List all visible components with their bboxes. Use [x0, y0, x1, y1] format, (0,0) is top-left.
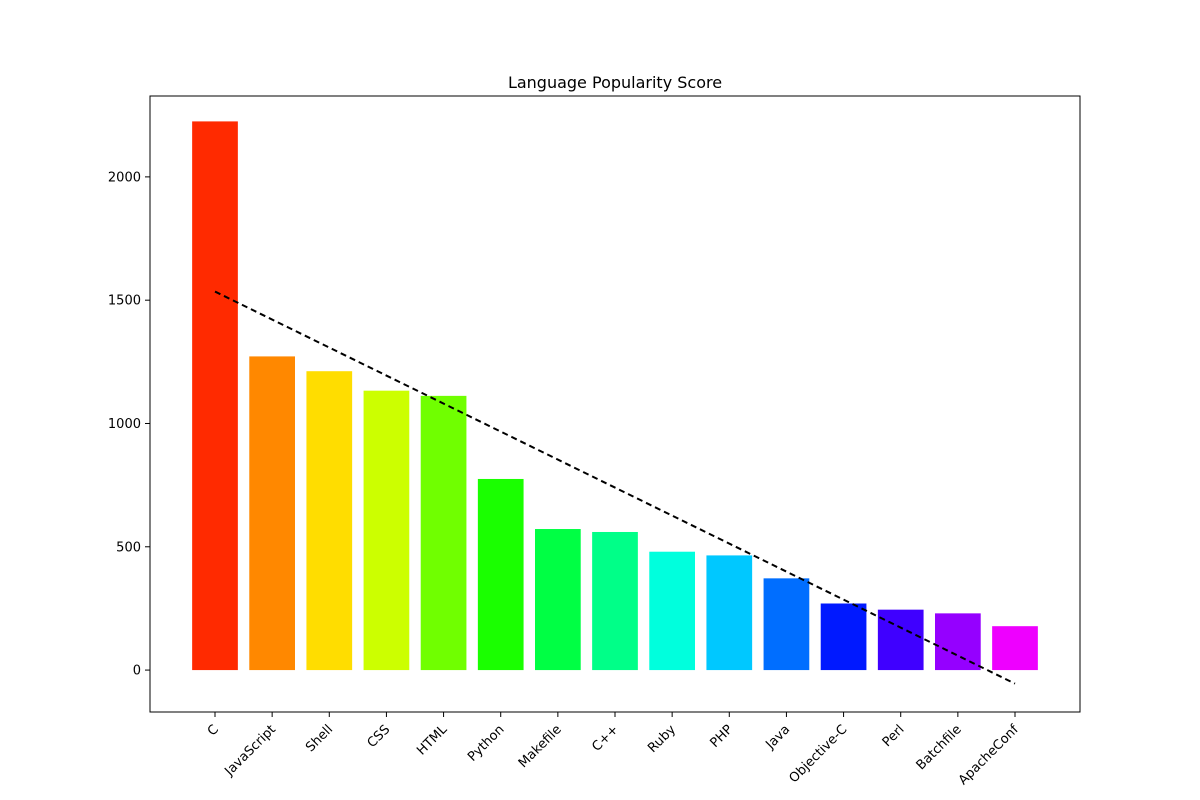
- x-tick-label: C++: [589, 722, 621, 754]
- trendline: [214, 290, 1016, 685]
- x-tick-label: Python: [465, 722, 507, 764]
- x-tick-label: Makefile: [516, 722, 565, 771]
- y-tick-label: 500: [116, 540, 141, 555]
- bar-batchfile: [935, 613, 981, 671]
- bar-html: [420, 395, 467, 671]
- bar-shell: [306, 371, 353, 671]
- y-axis: 0 500 1000 1500 2000: [108, 170, 150, 679]
- x-tick-label: ApacheConf: [956, 722, 1022, 788]
- y-tick-label: 1500: [108, 294, 141, 309]
- x-tick-label: Perl: [880, 722, 908, 750]
- x-tick-label: HTML: [414, 722, 451, 759]
- bar-javascript: [249, 356, 295, 671]
- x-tick-label: C: [205, 722, 222, 739]
- x-tick-label: Java: [763, 722, 794, 753]
- bar-apacheconf: [992, 626, 1038, 671]
- bar-perl: [877, 609, 924, 671]
- x-tick-label: Objective-C: [786, 722, 850, 786]
- y-tick-label: 2000: [108, 170, 141, 185]
- bar-css: [363, 390, 410, 671]
- bar-python: [477, 478, 524, 671]
- chart-title: Language Popularity Score: [508, 73, 722, 92]
- bar-c: [192, 121, 238, 671]
- bar-ruby: [649, 551, 695, 671]
- bars-group: [192, 121, 1038, 671]
- y-tick-label: 0: [133, 664, 141, 679]
- x-tick-label: Batchfile: [914, 722, 965, 773]
- x-tick-label: Shell: [303, 722, 336, 755]
- bar-c-: [592, 531, 638, 671]
- x-tick-label: PHP: [707, 722, 736, 751]
- bar-objective-c: [820, 603, 867, 671]
- x-tick-label: Ruby: [645, 722, 679, 756]
- x-tick-label: JavaScript: [222, 722, 279, 779]
- y-tick-label: 1000: [108, 417, 141, 432]
- bar-php: [706, 555, 753, 671]
- trendline-group: [214, 290, 1016, 685]
- bar-java: [763, 578, 810, 671]
- x-tick-label: CSS: [365, 722, 394, 751]
- bar-makefile: [535, 529, 581, 671]
- x-axis: C JavaScript Shell CSS HTML Python Makefile C++…: [205, 712, 1022, 788]
